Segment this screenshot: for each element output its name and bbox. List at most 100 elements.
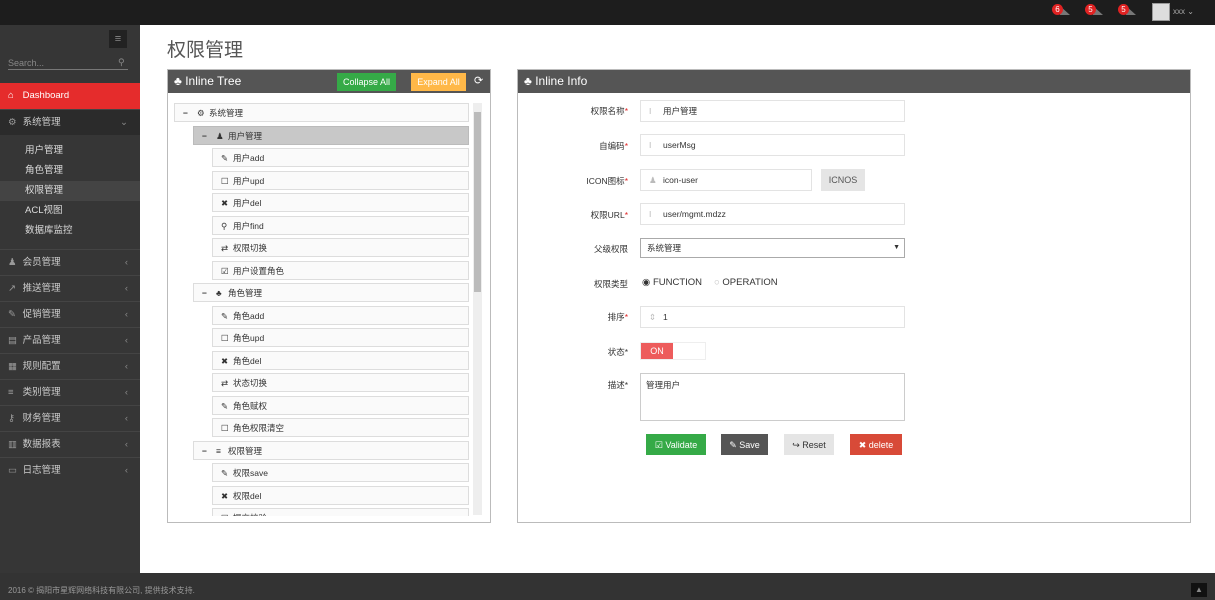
- sidebar-item-2[interactable]: ♟ 会员管理 ‹: [0, 249, 140, 275]
- tree-node[interactable]: ☐ 角色权限清空: [212, 418, 469, 437]
- top-bar: 6 5 5 xxx ⌄: [0, 0, 1215, 25]
- search-input[interactable]: [8, 56, 128, 70]
- tree-node[interactable]: ✎ 角色赋权: [212, 395, 469, 415]
- chevron-left-icon: ‹: [124, 387, 128, 398]
- chevron-left-icon: ‹: [124, 465, 128, 476]
- tree-node-label: 用户upd: [233, 175, 265, 186]
- reset-button[interactable]: ↪ Reset: [784, 434, 834, 455]
- expand-all-button[interactable]: Expand All: [411, 73, 466, 91]
- sidebar-subitem[interactable]: 权限管理: [0, 181, 140, 201]
- validate-button[interactable]: ☑ Validate: [646, 434, 706, 455]
- avatar[interactable]: [1152, 3, 1170, 21]
- order-label: 排序: [607, 312, 625, 322]
- validate-label: Validate: [665, 439, 698, 450]
- icons-button[interactable]: ICNOS: [821, 169, 865, 191]
- chevron-down-icon: ⌄: [1187, 7, 1194, 16]
- tree-node-label: 权限管理: [228, 445, 263, 456]
- status-toggle[interactable]: ON: [640, 342, 706, 360]
- collapse-icon[interactable]: −: [202, 288, 207, 298]
- tasks-icon[interactable]: [1126, 6, 1136, 15]
- sidebar-subitem[interactable]: 角色管理: [25, 165, 64, 176]
- sidebar-item-0[interactable]: ⌂ Dashboard: [0, 83, 140, 109]
- tree-node[interactable]: − ♣ 角色管理: [193, 283, 469, 302]
- bell-icon[interactable]: [1060, 6, 1070, 15]
- tree-node[interactable]: ✎ 用户add: [212, 148, 469, 167]
- tree-node[interactable]: ✖ 权限del: [212, 485, 469, 505]
- desc-label: 描述*: [607, 380, 628, 390]
- retweet-icon: ⇄: [221, 378, 229, 388]
- sidebar-subitem[interactable]: ACL视图: [25, 205, 63, 216]
- tasks-badge[interactable]: 5: [1118, 4, 1129, 15]
- tree-node[interactable]: ✖ 角色del: [212, 350, 469, 370]
- tree-node[interactable]: ⇄ 状态切换: [212, 373, 469, 392]
- sidebar-item-10[interactable]: ▭ 日志管理 ‹: [0, 457, 140, 483]
- scrollbar[interactable]: [473, 103, 482, 515]
- envelope-icon[interactable]: [1093, 6, 1103, 15]
- collapse-icon[interactable]: −: [183, 108, 188, 118]
- share-icon: ↗: [8, 283, 16, 294]
- user-menu[interactable]: xxx ⌄: [1173, 7, 1194, 16]
- scrollbar-thumb[interactable]: [474, 112, 481, 292]
- sidebar-item-label: Dashboard: [22, 90, 70, 101]
- code-value: userMsg: [663, 140, 696, 150]
- tree-node[interactable]: ⇄ 权限切换: [212, 238, 469, 257]
- notification-badge[interactable]: 6: [1052, 4, 1063, 15]
- edit-icon: ☐: [221, 175, 229, 186]
- remove-icon: ✖: [221, 198, 229, 208]
- tree-node[interactable]: − ≡ 权限管理: [193, 440, 469, 460]
- type-radio-function[interactable]: ◉ FUNCTION: [642, 277, 703, 288]
- tree-node[interactable]: ⚲ 用户find: [212, 215, 469, 235]
- sidebar-item-label: 促销管理: [22, 309, 61, 320]
- description-textarea[interactable]: 管理用户: [640, 373, 905, 421]
- check-icon: ☑: [654, 439, 663, 450]
- sidebar-item-6[interactable]: ▦ 规则配置 ‹: [0, 353, 140, 379]
- tree-node[interactable]: ☐ 提交校验: [212, 508, 469, 516]
- sidebar-item-7[interactable]: ≡ 类别管理 ‹: [0, 379, 140, 405]
- sidebar-item-1[interactable]: ⚙ 系统管理 ⌄: [0, 109, 140, 135]
- key-icon: ⚷: [8, 413, 15, 424]
- scroll-top-button[interactable]: ▲: [1191, 583, 1207, 597]
- chevron-left-icon: ‹: [124, 335, 128, 346]
- sidebar-subitem[interactable]: 数据库监控: [25, 225, 73, 236]
- collapse-icon[interactable]: −: [202, 445, 207, 456]
- tree-node[interactable]: ✎ 权限save: [212, 463, 469, 482]
- remove-icon: ✖: [221, 490, 229, 501]
- icon-field[interactable]: ♟ icon-user: [640, 169, 812, 191]
- collapse-icon[interactable]: −: [202, 130, 207, 141]
- tree-node[interactable]: ☐ 用户upd: [212, 170, 469, 190]
- sidebar-item-8[interactable]: ⚷ 财务管理 ‹: [0, 405, 140, 431]
- delete-button[interactable]: ✖ delete: [850, 434, 902, 455]
- tree-node[interactable]: − ♟ 用户管理: [193, 125, 469, 145]
- cogs-icon: ⚙: [8, 117, 17, 128]
- sitemap-icon: ♣: [524, 74, 532, 88]
- sitemap-icon: ♣: [216, 288, 222, 298]
- search-icon[interactable]: ⚲: [118, 57, 125, 67]
- parent-select[interactable]: 系统管理 ▼: [640, 238, 905, 258]
- tree-node-label: 角色add: [233, 310, 265, 321]
- tree-node[interactable]: − ⚙ 系统管理: [174, 103, 469, 122]
- code-label: 自编码: [599, 141, 625, 151]
- refresh-icon[interactable]: ⟳: [474, 75, 484, 87]
- pencil-icon: ✎: [221, 400, 229, 411]
- tree-node[interactable]: ☐ 角色upd: [212, 328, 469, 347]
- tree-node[interactable]: ✎ 角色add: [212, 305, 469, 325]
- sidebar-item-5[interactable]: ▤ 产品管理 ‹: [0, 327, 140, 353]
- sidebar-item-9[interactable]: ▥ 数据报表 ‹: [0, 431, 140, 457]
- name-field[interactable]: I 用户管理: [640, 100, 905, 122]
- collapse-all-button[interactable]: Collapse All: [337, 73, 396, 91]
- inbox-badge[interactable]: 5: [1085, 4, 1096, 15]
- tree-node[interactable]: ✖ 用户del: [212, 193, 469, 212]
- save-button[interactable]: ✎ Save: [721, 434, 768, 455]
- order-field[interactable]: ⇕ 1: [640, 306, 905, 328]
- edit-icon: ☐: [221, 333, 229, 343]
- sidebar-item-label: 数据报表: [22, 439, 61, 450]
- tree-node[interactable]: ☑ 用户设置角色: [212, 260, 469, 280]
- sidebar-toggle-button[interactable]: ≡: [109, 30, 127, 48]
- sidebar-subitem[interactable]: 用户管理: [25, 145, 64, 156]
- sidebar-item-4[interactable]: ✎ 促销管理 ‹: [0, 301, 140, 327]
- type-radio-operation[interactable]: ○ OPERATION: [714, 277, 778, 288]
- sidebar-item-3[interactable]: ↗ 推送管理 ‹: [0, 275, 140, 301]
